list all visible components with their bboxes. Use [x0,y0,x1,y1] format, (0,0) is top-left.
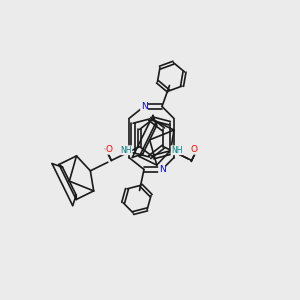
Text: N: N [141,102,147,111]
Text: NH: NH [171,146,183,155]
Text: N: N [159,165,165,174]
Text: O: O [106,145,112,154]
Text: NH: NH [120,146,132,155]
Text: O: O [190,145,197,154]
